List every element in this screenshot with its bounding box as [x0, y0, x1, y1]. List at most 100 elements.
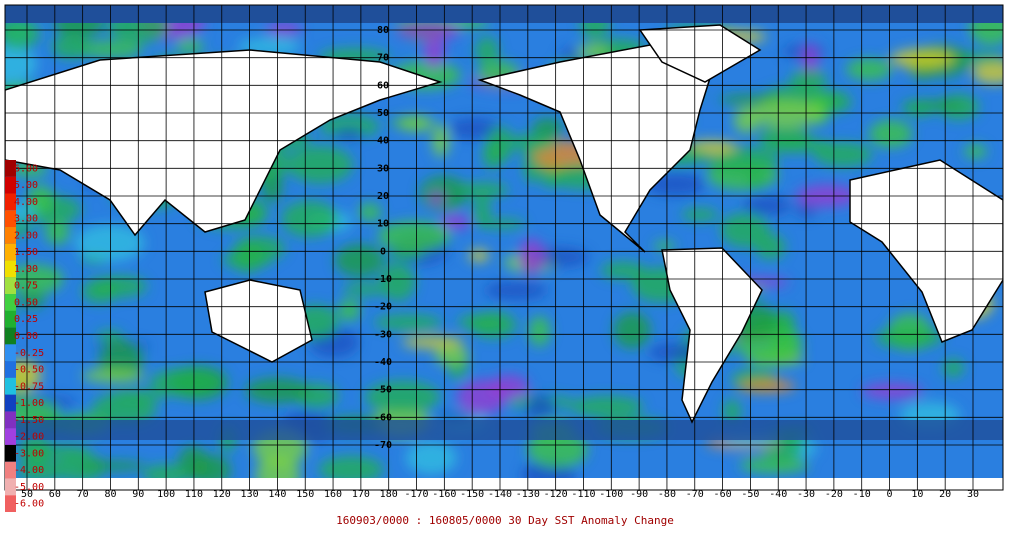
legend-swatch [5, 478, 16, 496]
legend-label: 1.50 [14, 247, 38, 258]
anomaly-patch [5, 17, 40, 50]
anomaly-patch [448, 117, 501, 140]
latitude-label: 40 [377, 136, 389, 147]
anomaly-patch [96, 330, 123, 343]
legend-swatch [5, 193, 16, 211]
anomaly-patch [739, 457, 810, 474]
anomaly-patch [527, 430, 588, 469]
legend-label: 3.00 [14, 214, 38, 225]
legend-swatch [5, 277, 16, 295]
anomaly-patch [265, 21, 302, 37]
legend-label: 0.75 [14, 281, 38, 292]
anomaly-patch [149, 368, 222, 397]
legend-label: -0.75 [14, 381, 44, 392]
legend-label: 6.00 [14, 163, 38, 174]
anomaly-patch [281, 200, 338, 238]
legend-label: 0.00 [14, 331, 38, 342]
legend-label: -1.50 [14, 415, 44, 426]
longitude-label: -170 [404, 489, 428, 500]
longitude-label: 140 [268, 489, 286, 500]
longitude-label: -70 [686, 489, 704, 500]
antarctica [5, 478, 1003, 490]
longitude-label: 120 [213, 489, 231, 500]
anomaly-patch [746, 171, 764, 189]
legend-label: -0.25 [14, 348, 44, 359]
anomaly-patch [44, 221, 71, 245]
longitude-label: 60 [49, 489, 61, 500]
longitude-label: 150 [296, 489, 314, 500]
anomaly-patch [434, 345, 470, 366]
longitude-label: -40 [769, 489, 787, 500]
anomaly-patch [964, 144, 987, 159]
anomaly-patch [570, 395, 644, 418]
longitude-label: 160 [324, 489, 342, 500]
caption: 160903/0000 : 160805/0000 30 Day SST Ano… [336, 514, 674, 527]
longitude-label: -110 [571, 489, 595, 500]
anomaly-patch [861, 382, 924, 400]
anomaly-patch [55, 453, 105, 482]
latitude-label: 70 [377, 53, 389, 64]
legend-swatch [5, 243, 16, 261]
anomaly-patch [532, 117, 563, 139]
longitude-label: 0 [887, 489, 893, 500]
longitude-label: 110 [185, 489, 203, 500]
anomaly-patch [438, 213, 471, 231]
longitude-label: 10 [911, 489, 923, 500]
longitude-label: -80 [658, 489, 676, 500]
legend-swatch [5, 310, 16, 328]
legend-swatch [5, 327, 16, 345]
latitude-label: -70 [374, 440, 392, 451]
anomaly-patch [318, 455, 384, 484]
legend-label: -1.00 [14, 398, 44, 409]
longitude-label: -50 [741, 489, 759, 500]
longitude-label: 30 [967, 489, 979, 500]
legend-label: -4.00 [14, 465, 44, 476]
greenland [638, 24, 762, 83]
anomaly-patch [473, 195, 491, 227]
anomaly-patch [92, 275, 147, 298]
anomaly-patch [738, 379, 796, 393]
anomaly-patch [846, 58, 892, 81]
legend-swatch [5, 227, 16, 244]
anomaly-patch [388, 249, 425, 260]
anomaly-patch [742, 195, 791, 216]
labels: 50 60 70 80 90 100 110 120 130 140 150 160 170 180 -17… [21, 25, 979, 500]
longitude-label: 80 [104, 489, 116, 500]
legend-swatch [5, 344, 16, 362]
longitude-label: 180 [380, 489, 398, 500]
longitude-label: -60 [714, 489, 732, 500]
latitude-label: -60 [374, 412, 392, 423]
longitude-label: 20 [939, 489, 951, 500]
anomaly-patch [51, 34, 91, 59]
anomaly-patch [902, 101, 936, 117]
latitude-label: -10 [374, 274, 392, 285]
anomaly-patch [890, 48, 955, 69]
longitude-label: -150 [460, 489, 484, 500]
legend-label: 2.00 [14, 230, 38, 241]
legend-label: -0.50 [14, 365, 44, 376]
color-legend: 6.00 5.00 4.00 3.00 2.00 1.50 1.00 0.75 0.50 0.25… [5, 160, 44, 512]
graticule [5, 5, 1003, 490]
longitude-label: -160 [432, 489, 456, 500]
longitude-label: 100 [157, 489, 175, 500]
latitude-label: 20 [377, 191, 389, 202]
legend-label: 0.50 [14, 297, 38, 308]
anomaly-patch [613, 311, 651, 349]
legend-label: 4.00 [14, 197, 38, 208]
legend-swatch [5, 377, 16, 395]
anomaly-patch [525, 394, 557, 422]
anomaly-patch [287, 145, 354, 184]
arctic-band [5, 5, 1003, 23]
anomaly-patch [749, 99, 824, 128]
longitude-label: -120 [544, 489, 568, 500]
anomaly-patch [517, 238, 546, 275]
legend-swatch [5, 294, 16, 311]
legend-swatch [5, 361, 16, 378]
anomaly-patch [875, 326, 944, 349]
australia [204, 279, 313, 363]
map-area [5, 5, 1003, 490]
anomaly-patch [755, 234, 786, 260]
legend-label: -2.00 [14, 432, 44, 443]
longitude-label: 90 [132, 489, 144, 500]
